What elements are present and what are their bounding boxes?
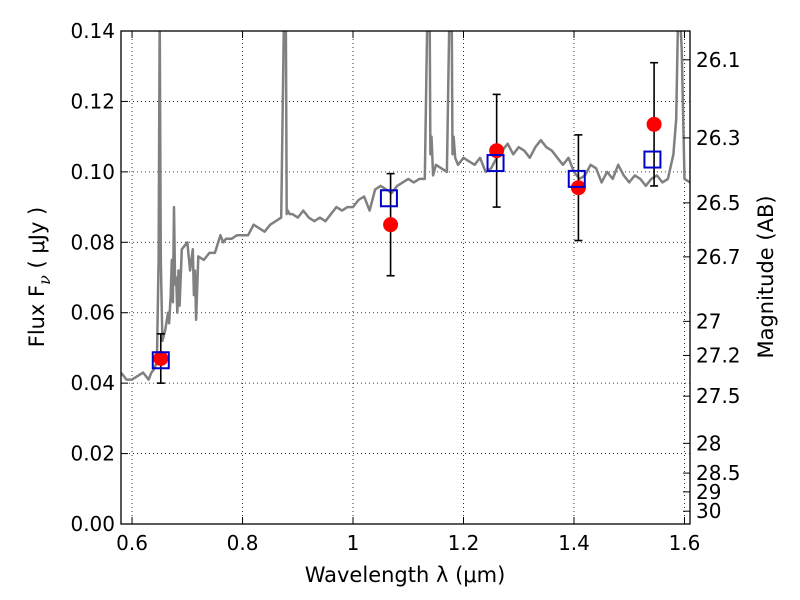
y2-tick-label: 29 — [696, 480, 721, 504]
model-photometry-point — [486, 154, 505, 173]
x-tick-label: 0.8 — [227, 531, 259, 555]
x-tick-label: 1.6 — [669, 531, 701, 555]
y-tick-label: 0.06 — [70, 301, 115, 325]
x-tick-label: 1.2 — [448, 531, 480, 555]
x-axis-label: Wavelength λ (μm) — [305, 563, 506, 587]
x-tick-label: 1 — [347, 531, 360, 555]
x-tick-label: 1.4 — [558, 531, 590, 555]
y2-tick-label: 27.2 — [696, 343, 741, 367]
y-tick-label: 0.12 — [70, 89, 115, 113]
y2-tick-label: 26.3 — [696, 126, 741, 150]
y-tick-label: 0.00 — [70, 512, 115, 536]
model-photometry-point — [151, 351, 170, 370]
x-tick-label: 0.6 — [116, 531, 148, 555]
y-tick-label: 0.14 — [70, 19, 115, 43]
axes-ticks: 0.6 0.8 1 1.2 1.4 1.6 0.00 0.02 0.04 0.06 0.08 0.10… — [70, 19, 740, 555]
y2-tick-label: 28 — [696, 431, 721, 455]
y2-tick-label: 27.5 — [696, 384, 741, 408]
y-tick-label: 0.04 — [70, 371, 115, 395]
y2-tick-label: 26.5 — [696, 191, 741, 215]
y2-tick-label: 28.5 — [696, 461, 741, 485]
y2-tick-label: 26.1 — [696, 48, 741, 72]
y-tick-label: 0.10 — [70, 160, 115, 184]
model-photometry-point — [567, 169, 586, 188]
y-tick-label: 0.02 — [70, 442, 115, 466]
y2-axis-label: Magnitude (AB) — [754, 195, 778, 358]
observed-point — [646, 116, 662, 132]
observed-point — [383, 217, 399, 233]
y-axis-label: Flux Fν ( μJy ) — [25, 207, 54, 348]
observed-point — [153, 350, 169, 366]
y2-tick-label: 26.7 — [696, 245, 741, 269]
plot-area — [121, 31, 690, 384]
y2-tick-label: 27 — [696, 309, 721, 333]
plot-frame — [120, 30, 691, 525]
model-photometry-point — [643, 150, 662, 169]
y2-tick-label: 30 — [696, 499, 721, 523]
y-tick-label: 0.08 — [70, 230, 115, 254]
model-photometry-point — [379, 189, 398, 208]
